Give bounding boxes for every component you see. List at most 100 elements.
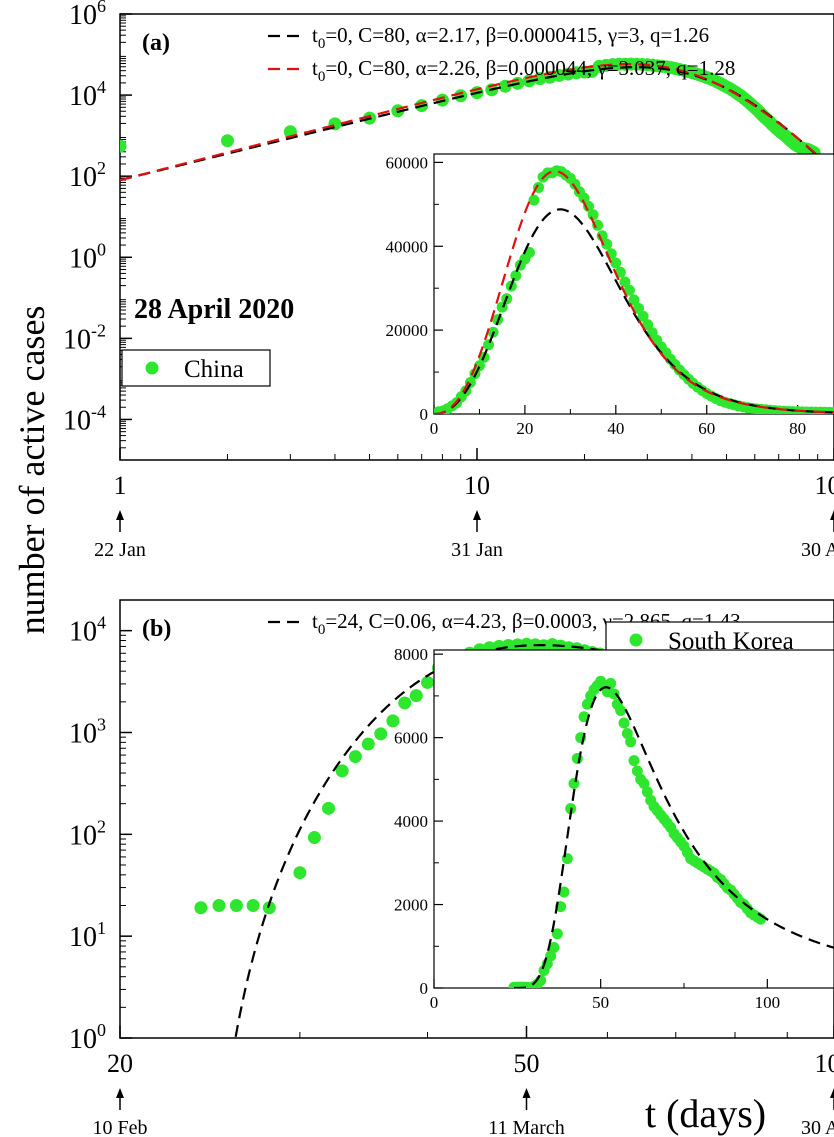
fit-legend-label: t0=0, C=80, α=2.26, β=0.000044, γ=3.037,… xyxy=(312,56,735,85)
x-tick-label: 10 xyxy=(464,471,490,500)
date-label: 31 Jan xyxy=(451,539,503,561)
inset-data-point xyxy=(587,209,599,221)
inset-x-tick-label: 0 xyxy=(430,993,439,1012)
inset-data-point xyxy=(628,294,640,306)
y-tick-label: 101 xyxy=(69,918,106,953)
y-tick-label: 104 xyxy=(69,613,106,648)
y-tick-label: 104 xyxy=(69,77,106,112)
data-point xyxy=(246,899,260,913)
x-tick-label: 20 xyxy=(107,1049,133,1078)
inset-data-point xyxy=(641,786,653,798)
x-tick-label: 100 xyxy=(815,1049,834,1078)
fit-legend-label: t0=0, C=80, α=2.17, β=0.0000415, γ=3, q=… xyxy=(312,23,709,52)
inset-data-point xyxy=(548,942,560,954)
y-tick-label: 103 xyxy=(69,714,106,749)
inset-fit-line-2 xyxy=(434,170,834,414)
inset-data-point xyxy=(583,200,595,212)
inset-data-point xyxy=(625,736,637,748)
data-point xyxy=(374,727,388,741)
inset-x-tick-label: 40 xyxy=(607,419,624,438)
y-tick-label: 102 xyxy=(69,158,106,193)
date-arrow-head xyxy=(473,510,481,520)
inset-data-point xyxy=(568,778,580,790)
date-arrow-head xyxy=(116,1088,124,1098)
inset-a-frame xyxy=(433,153,834,415)
data-point xyxy=(212,899,226,913)
x-tick-label: 50 xyxy=(513,1049,539,1078)
data-point xyxy=(307,831,321,845)
date-label: 30 April xyxy=(801,539,834,561)
inset-b-frame xyxy=(433,649,834,989)
date-arrow-head xyxy=(116,510,124,520)
inset-data-point xyxy=(621,727,633,739)
inset-data-point xyxy=(605,677,617,689)
inset-data-point xyxy=(642,319,654,331)
inset-data-point xyxy=(638,778,650,790)
panel-a-plot xyxy=(120,57,834,182)
date-label: 10 Feb xyxy=(93,1117,148,1137)
inset-data-point xyxy=(633,302,645,314)
date-label: 30 April xyxy=(801,1117,834,1137)
inset-y-tick-label: 8000 xyxy=(394,645,428,664)
inset-data-point xyxy=(619,276,631,288)
inset-y-tick-label: 0 xyxy=(420,979,429,998)
legend-label: China xyxy=(184,356,244,383)
data-point xyxy=(322,801,336,815)
date-arrow-head xyxy=(522,1088,531,1098)
inset-data-point xyxy=(637,310,649,322)
inset-data-point xyxy=(578,192,590,204)
inset-x-tick-label: 100 xyxy=(755,993,781,1012)
x-tick-label: 1 xyxy=(114,471,127,500)
legend-marker xyxy=(145,361,159,375)
inset-x-tick-label: 20 xyxy=(516,419,533,438)
y-tick-label: 10-4 xyxy=(63,401,106,436)
panel-label: (a) xyxy=(142,30,170,56)
inset-fit-line-1 xyxy=(514,686,834,988)
date-arrow-head xyxy=(830,1088,834,1098)
y-tick-label: 102 xyxy=(69,816,106,851)
inset-x-tick-label: 50 xyxy=(592,993,609,1012)
inset-data-point xyxy=(558,886,570,898)
inset-y-tick-label: 4000 xyxy=(394,812,428,831)
inset-y-tick-label: 40000 xyxy=(386,237,429,256)
inset-data-point xyxy=(510,270,522,282)
inset-y-tick-label: 20000 xyxy=(386,321,429,340)
inset-y-tick-label: 0 xyxy=(420,405,429,424)
inset-data-point xyxy=(545,950,557,962)
data-point xyxy=(348,750,362,764)
data-point xyxy=(229,899,243,913)
inset-data-point xyxy=(610,257,622,269)
inset-x-tick-label: 0 xyxy=(430,419,439,438)
data-point xyxy=(398,696,412,710)
data-point xyxy=(361,737,375,751)
data-point xyxy=(335,764,349,778)
date-label: 22 Jan xyxy=(94,539,146,561)
inset-y-tick-label: 2000 xyxy=(394,896,428,915)
inset-data-point xyxy=(601,238,613,250)
inset-data-point xyxy=(623,284,635,296)
inset-b-plot xyxy=(508,675,834,988)
y-tick-label: 100 xyxy=(69,1020,106,1055)
inset-y-tick-label: 60000 xyxy=(386,153,429,172)
fit-line-2 xyxy=(120,63,834,182)
y-tick-label: 10-2 xyxy=(63,320,106,355)
inset-data-point xyxy=(631,765,643,777)
y-tick-label: 106 xyxy=(69,0,106,31)
panel-annotation: 28 April 2020 xyxy=(134,294,294,325)
data-point xyxy=(194,901,208,915)
inset-data-point xyxy=(551,928,563,940)
panel-a: 106 104 102 100 10-2 10-4 1 10 100 22 Jan 31 Jan 30… xyxy=(63,0,834,561)
data-point xyxy=(120,139,127,153)
y-tick-label: 100 xyxy=(69,239,106,274)
inset-data-point xyxy=(628,755,640,767)
date-arrow-head xyxy=(830,510,834,520)
y-axis-label: number of active cases xyxy=(12,306,52,635)
inset-y-tick-label: 6000 xyxy=(394,729,428,748)
panel-label: (b) xyxy=(142,616,171,642)
panel-b-frame xyxy=(119,599,834,1039)
inset-data-point xyxy=(483,339,495,351)
inset-data-point xyxy=(615,705,627,717)
data-point xyxy=(421,675,435,689)
